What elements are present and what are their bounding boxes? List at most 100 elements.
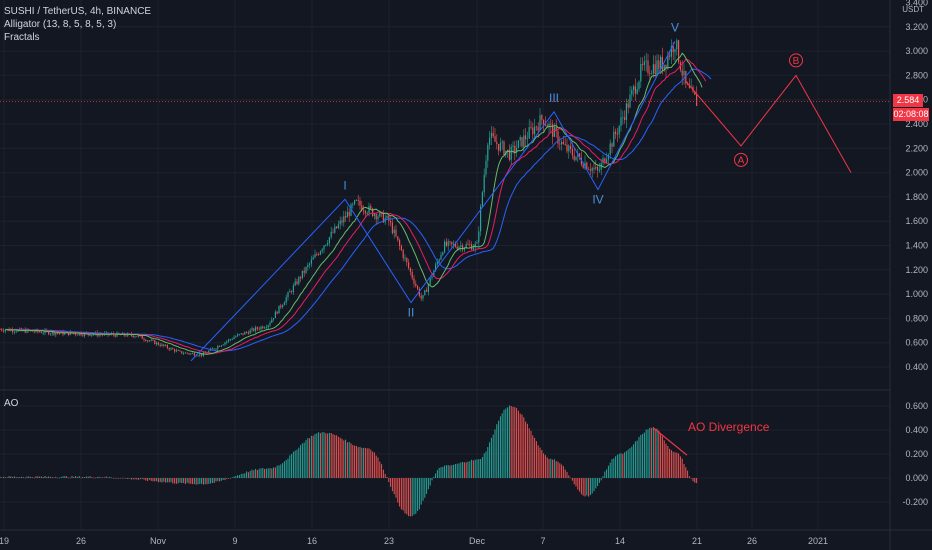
candle-body bbox=[559, 143, 561, 145]
candle-body bbox=[226, 341, 228, 343]
ao-bar bbox=[120, 477, 122, 479]
candle-body bbox=[535, 126, 537, 128]
candle-body bbox=[638, 81, 640, 90]
projection-lines bbox=[0, 74, 890, 173]
ao-bar bbox=[6, 477, 8, 478]
candle-body bbox=[552, 124, 554, 137]
ao-bar bbox=[66, 476, 68, 478]
ao-bar bbox=[496, 424, 498, 478]
ao-bar bbox=[643, 432, 645, 478]
candle-body bbox=[132, 335, 134, 337]
ao-bar bbox=[300, 445, 302, 478]
ao-bar bbox=[505, 408, 507, 478]
ao-legend[interactable]: AO bbox=[4, 398, 19, 409]
candle-body bbox=[629, 94, 631, 108]
ao-bar bbox=[654, 428, 656, 478]
ao-bar bbox=[51, 477, 53, 478]
candle-body bbox=[174, 349, 176, 352]
alligator-legend[interactable]: Alligator (13, 8, 5, 8, 5, 3) bbox=[4, 19, 117, 30]
ao-bar bbox=[359, 446, 361, 478]
ao-bar bbox=[382, 469, 384, 478]
candle-body bbox=[429, 278, 431, 285]
ao-bar bbox=[494, 429, 496, 478]
ao-bar bbox=[334, 435, 336, 478]
candle-body bbox=[640, 63, 642, 82]
ao-bar bbox=[571, 478, 573, 481]
candle-body bbox=[109, 334, 111, 336]
candle-body bbox=[683, 70, 685, 76]
ao-bar bbox=[53, 477, 55, 479]
candle-body bbox=[510, 146, 512, 160]
candle-body bbox=[217, 346, 219, 349]
ao-bar bbox=[109, 476, 111, 478]
candle-body bbox=[591, 168, 593, 171]
ao-bar bbox=[190, 478, 192, 484]
current-price-tag: 2.584 bbox=[893, 94, 923, 107]
ao-bar bbox=[213, 478, 215, 484]
candles bbox=[0, 38, 698, 358]
ao-bar bbox=[559, 463, 561, 478]
candle-body bbox=[224, 342, 226, 345]
time-axis: 19 26 Nov 9 16 23 Dec 7 14 21 26 2021 bbox=[0, 536, 828, 546]
candle-body bbox=[582, 164, 584, 168]
ao-bar bbox=[669, 448, 671, 478]
ao-bar bbox=[368, 448, 370, 478]
candle-body bbox=[579, 153, 581, 158]
ao-bar bbox=[625, 450, 627, 478]
candle-body bbox=[670, 45, 672, 57]
ao-bar bbox=[433, 476, 435, 478]
price-tick-label: 1.400 bbox=[905, 241, 928, 251]
ao-bar bbox=[656, 428, 658, 478]
ao-bar bbox=[58, 477, 60, 479]
ao-bar bbox=[132, 478, 134, 480]
ao-bar bbox=[544, 455, 546, 478]
candle-body bbox=[282, 305, 284, 308]
ao-bar bbox=[154, 478, 156, 482]
candle-body bbox=[280, 305, 282, 308]
ao-bar bbox=[388, 478, 390, 483]
candle-body bbox=[645, 60, 647, 62]
ao-bar bbox=[465, 462, 467, 478]
candle-body bbox=[184, 352, 186, 354]
ao-bar bbox=[129, 478, 131, 479]
ao-bar bbox=[327, 433, 329, 478]
candle-body bbox=[436, 261, 438, 265]
candle-body bbox=[685, 70, 687, 84]
candle-body bbox=[438, 259, 440, 262]
ao-bar bbox=[298, 447, 300, 478]
ao-bar bbox=[336, 435, 338, 478]
candle-body bbox=[620, 117, 622, 126]
symbol-title[interactable]: SUSHI / TetherUS, 4h, BINANCE bbox=[4, 6, 152, 17]
ao-bar bbox=[552, 459, 554, 478]
candle-body bbox=[48, 331, 50, 335]
candle-body bbox=[548, 123, 550, 127]
ao-bar bbox=[458, 463, 460, 478]
candle-body bbox=[350, 204, 352, 216]
candle-body bbox=[674, 49, 676, 53]
ao-bar bbox=[251, 469, 253, 478]
price-tick-label: 0.600 bbox=[905, 338, 928, 348]
ao-bar bbox=[420, 478, 422, 505]
candle-body bbox=[328, 237, 330, 244]
time-tick-label: 26 bbox=[747, 536, 757, 546]
candle-body bbox=[561, 141, 563, 145]
candle-body bbox=[573, 155, 575, 160]
candle-body bbox=[415, 283, 417, 286]
candle-body bbox=[624, 117, 626, 120]
ao-bar bbox=[404, 478, 406, 514]
candle-body bbox=[336, 226, 338, 229]
ao-bar bbox=[193, 478, 195, 485]
candle-body bbox=[458, 246, 460, 249]
wave-lines bbox=[190, 41, 676, 362]
ao-bar bbox=[386, 476, 388, 478]
candle-body bbox=[420, 295, 422, 299]
candle-body bbox=[647, 60, 649, 74]
candle-body bbox=[168, 348, 170, 350]
ao-bar bbox=[361, 447, 363, 478]
ao-bar bbox=[181, 478, 183, 484]
ao-bar bbox=[102, 477, 104, 478]
candle-body bbox=[604, 158, 606, 164]
ao-bar bbox=[688, 476, 690, 478]
fractals-legend[interactable]: Fractals bbox=[4, 32, 40, 43]
ao-bar bbox=[384, 473, 386, 478]
